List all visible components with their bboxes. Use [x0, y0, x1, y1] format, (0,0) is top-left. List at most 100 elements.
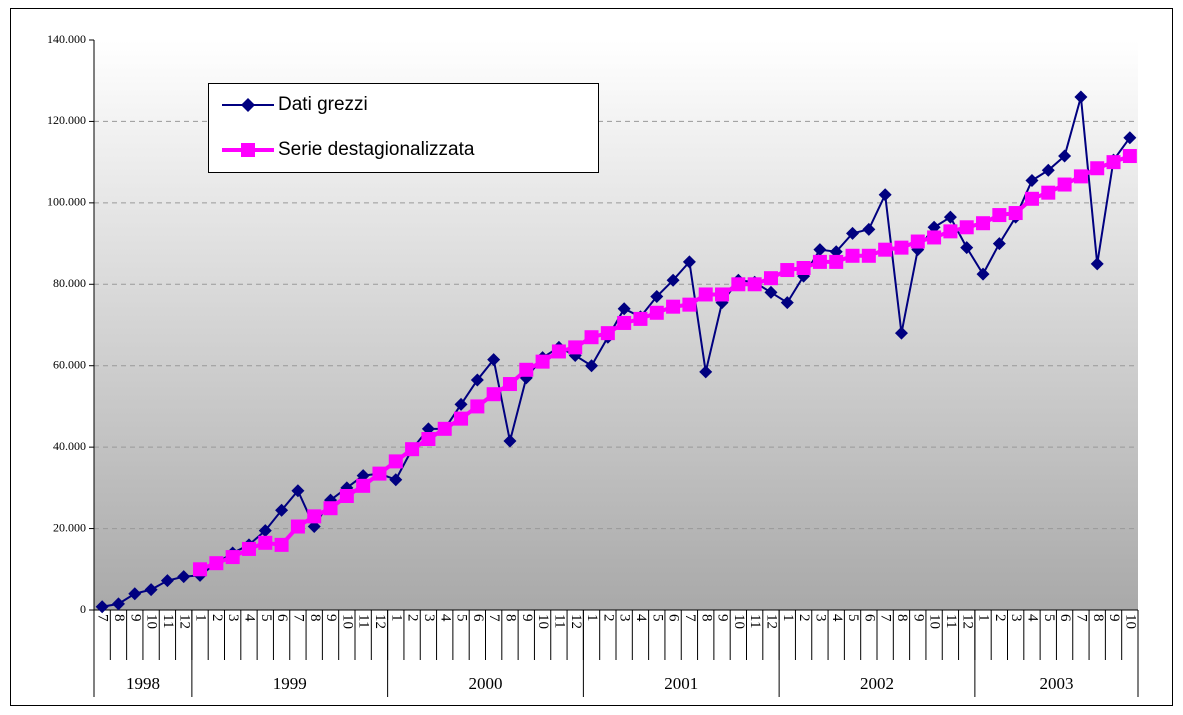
x-tick-label: 3 — [1008, 614, 1024, 622]
marker — [731, 277, 746, 292]
marker — [470, 399, 485, 414]
x-tick-label: 6 — [666, 614, 682, 622]
marker — [1041, 185, 1056, 200]
y-tick-label: 80.000 — [53, 276, 86, 290]
marker — [193, 562, 208, 577]
y-tick-label: 20.000 — [53, 520, 86, 534]
y-tick-label: 40.000 — [53, 439, 86, 453]
marker — [747, 277, 762, 292]
marker — [585, 359, 599, 373]
x-tick-label: 6 — [861, 614, 877, 622]
x-tick-label: 9 — [715, 614, 731, 622]
x-tick-label: 11 — [943, 614, 959, 628]
x-tick-label: 5 — [258, 614, 274, 622]
x-tick-label: 6 — [1057, 614, 1073, 622]
y-tick-label: 140.000 — [47, 32, 86, 46]
marker — [959, 220, 974, 235]
marker — [617, 302, 631, 316]
x-tick-label: 1 — [976, 614, 992, 622]
x-tick-label: 5 — [845, 614, 861, 622]
marker — [633, 311, 648, 326]
x-tick-label: 7 — [486, 614, 502, 622]
x-tick-label: 2 — [992, 614, 1008, 622]
marker — [649, 305, 664, 320]
marker — [796, 261, 811, 275]
x-tick-label: 9 — [910, 614, 926, 622]
marker — [829, 254, 844, 269]
marker — [666, 273, 680, 287]
x-tick-label: 4 — [242, 614, 258, 622]
x-group-label: 2002 — [860, 674, 894, 693]
marker — [666, 299, 681, 314]
marker — [209, 556, 224, 571]
marker — [290, 519, 305, 534]
marker — [437, 421, 452, 436]
x-tick-label: 6 — [274, 614, 290, 622]
x-tick-label: 3 — [617, 614, 633, 622]
marker — [682, 297, 697, 312]
marker — [1106, 155, 1121, 170]
marker — [323, 501, 338, 516]
x-tick-label: 1 — [388, 614, 404, 622]
x-tick-label: 12 — [959, 614, 975, 629]
y-tick-label: 60.000 — [53, 357, 86, 371]
marker — [454, 411, 469, 426]
marker — [274, 537, 289, 552]
x-tick-label: 5 — [1041, 614, 1057, 622]
marker — [1123, 131, 1137, 145]
marker — [339, 489, 354, 503]
x-tick-label: 8 — [1090, 614, 1106, 622]
marker — [812, 254, 827, 269]
x-tick-label: 4 — [437, 614, 453, 622]
legend-label: Dati grezzi — [278, 94, 368, 115]
x-tick-label: 10 — [339, 614, 355, 629]
marker — [976, 267, 990, 281]
x-tick-label: 11 — [747, 614, 763, 628]
marker — [535, 354, 550, 369]
x-tick-label: 11 — [551, 614, 567, 628]
x-group-label: 2001 — [664, 674, 698, 693]
x-tick-label: 3 — [421, 614, 437, 622]
x-tick-label: 10 — [535, 614, 551, 629]
marker — [829, 245, 843, 259]
marker — [845, 248, 860, 263]
marker — [241, 143, 255, 157]
marker — [943, 224, 958, 239]
x-tick-label: 4 — [1025, 614, 1041, 622]
x-group-label: 2000 — [469, 674, 503, 693]
y-tick-label: 100.000 — [47, 195, 86, 209]
marker — [1090, 161, 1105, 176]
x-tick-label: 8 — [894, 614, 910, 622]
x-tick-label: 10 — [927, 614, 943, 629]
marker — [519, 362, 534, 377]
marker — [699, 365, 713, 379]
marker — [861, 248, 876, 263]
x-tick-label: 8 — [698, 614, 714, 622]
marker — [454, 397, 468, 411]
marker — [568, 340, 583, 355]
x-tick-label: 5 — [454, 614, 470, 622]
marker — [421, 432, 436, 446]
marker — [600, 326, 615, 341]
marker — [144, 583, 158, 597]
marker — [617, 315, 632, 330]
marker — [241, 541, 256, 556]
x-tick-label: 4 — [829, 614, 845, 622]
marker — [95, 600, 109, 614]
legend-label: Serie destagionalizzata — [278, 139, 475, 160]
marker — [487, 353, 501, 367]
marker — [241, 98, 255, 112]
marker — [225, 550, 240, 565]
marker — [1058, 149, 1072, 163]
x-tick-label: 10 — [731, 614, 747, 629]
marker — [503, 434, 517, 448]
x-group-label: 1998 — [126, 674, 160, 693]
x-tick-label: 9 — [1106, 614, 1122, 622]
x-tick-label: 2 — [405, 614, 421, 622]
x-tick-label: 8 — [503, 614, 519, 622]
marker — [291, 484, 305, 498]
x-group-label: 1999 — [273, 674, 307, 693]
x-tick-label: 4 — [633, 614, 649, 622]
x-group-label: 2003 — [1039, 674, 1073, 693]
marker — [927, 230, 942, 245]
